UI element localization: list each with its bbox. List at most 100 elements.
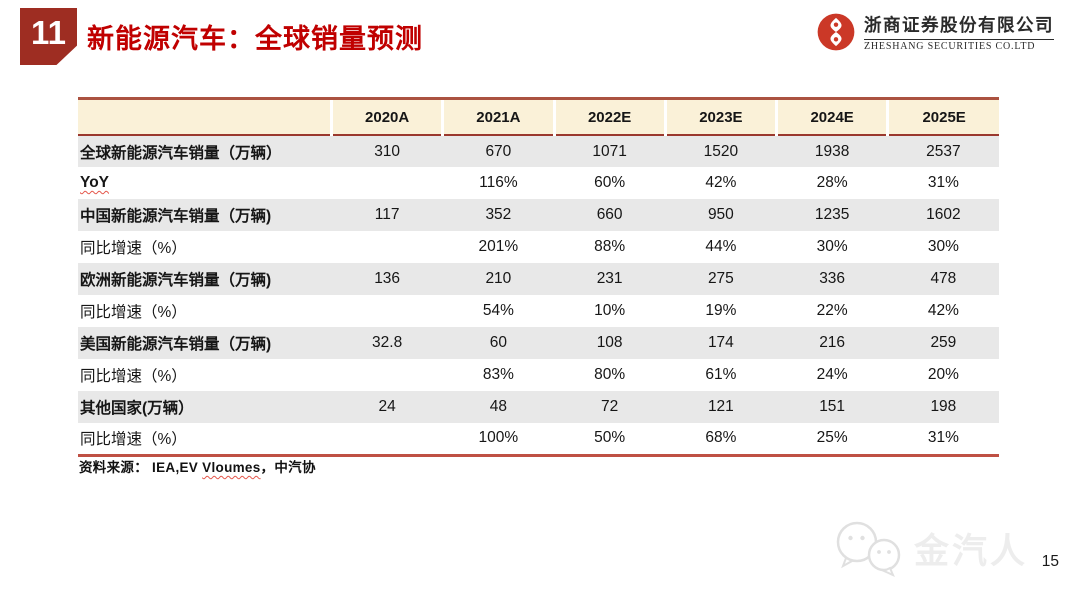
table-cell: 478 [930,270,957,287]
column-header: 2024E [774,97,888,136]
table-cell: 216 [819,334,846,351]
table-cell [332,359,443,391]
table-header-row: 2020A 2021A 2022E 2023E 2024E 2025E [78,97,999,136]
source-wavy-word: Vloumes [202,460,261,475]
table-cell: 1938 [814,142,850,160]
table-row: 同比增速（%） 100% 50% 68% 25% 31% [78,423,999,457]
table-row: 同比增速（%） 83% 80% 61% 24% 20% [78,359,999,391]
table-row: 其他国家(万辆） 24 48 72 121 151 198 [78,391,999,423]
table-cell [332,231,443,263]
table-cell: 336 [819,270,846,287]
row-label: 中国新能源汽车销量（万辆) [80,208,272,225]
table-cell: 50% [554,423,666,457]
table-cell: 20% [927,366,959,383]
table-cell: 1071 [592,142,627,160]
table-cell: 670 [485,142,512,160]
table-cell: 100% [442,423,554,457]
table-cell: 19% [705,302,737,319]
source-prefix: 资料来源： IEA,EV [79,460,203,475]
table-cell [332,167,443,199]
table-cell: 660 [596,206,623,223]
table-cell: 10% [594,302,626,319]
watermark-text: 金汽人 [913,531,1028,571]
table-cell: 28% [816,174,848,191]
table-row: 同比增速（%） 54% 10% 19% 22% 42% [78,295,999,327]
table-cell: 42% [705,174,737,191]
table-cell: 1602 [926,206,961,223]
company-logo: 浙商证券股份有限公司 ZHESHANG SECURITIES CO.LTD [815,11,1054,53]
table-cell: 352 [485,206,512,223]
table-cell: 108 [596,334,623,351]
wechat-icon [836,521,901,577]
column-header: 2021A [441,97,554,136]
table-cell: 151 [819,398,846,415]
table-cell [332,295,443,327]
table-cell: 198 [930,398,957,415]
table-cell: 24 [378,398,396,415]
table-cell: 201% [478,238,519,255]
table-cell: 2537 [926,142,961,160]
table-cell: 116% [479,174,518,191]
row-label: 同比增速（%） [80,304,187,321]
table-cell: 48 [489,398,507,415]
column-header: 2025E [886,97,999,136]
table-cell: 61% [705,366,737,383]
table-cell: 60% [594,174,626,191]
row-label: 美国新能源汽车销量（万辆) [80,336,272,353]
slide-number: 11 [31,14,66,51]
table-cell: 174 [707,334,734,351]
row-label: 全球新能源汽车销量（万辆） [80,144,282,162]
table-cell: 117 [374,206,400,223]
table-cell: 950 [707,206,734,223]
table-row: 同比增速（%） 201% 88% 44% 30% 30% [78,231,999,263]
table-row: 全球新能源汽车销量（万辆） 310 670 1071 1520 1938 2537 [78,135,999,167]
table-cell: 275 [707,270,734,287]
table-cell: 24% [816,366,848,383]
sales-forecast-table: 2020A 2021A 2022E 2023E 2024E 2025E 全球新能源汽车销量… [78,97,999,457]
row-label: 其他国家(万辆） [80,400,194,417]
table-row: YoY 116% 60% 42% 28% 31% [78,167,999,199]
table-cell: 88% [594,238,626,255]
table-cell: 31% [887,423,999,457]
table-row: 中国新能源汽车销量（万辆) 117 352 660 950 1235 1602 [78,199,999,231]
table-cell: 80% [594,366,626,383]
table-cell: 44% [705,238,737,255]
table-cell: 54% [482,302,514,319]
watermark: 金汽人 [832,518,1028,578]
table-cell: 31% [927,174,959,191]
page-number: 15 [1041,553,1059,570]
row-label: 同比增速（%） [80,368,187,385]
slide-number-badge: 11 [20,8,77,65]
table-cell: 121 [707,398,734,415]
table-row: 美国新能源汽车销量（万辆) 32.8 60 108 174 216 259 [78,327,999,359]
row-label: 欧洲新能源汽车销量（万辆) [80,272,272,289]
table-cell: 60 [489,334,507,351]
company-name-block: 浙商证券股份有限公司 ZHESHANG SECURITIES CO.LTD [864,12,1054,52]
data-source-note: 资料来源： IEA,EV Vloumes，中汽协 [79,456,316,476]
table-cell: 68% [665,423,777,457]
table-cell [331,423,443,457]
table-cell: 22% [816,302,848,319]
table-cell: 1235 [814,206,850,223]
row-label: 同比增速（%） [80,240,187,257]
table-cell: 25% [776,423,888,457]
column-header: 2023E [663,97,777,136]
table-cell: 32.8 [372,334,403,351]
table-cell: 210 [485,270,512,287]
company-name-en: ZHESHANG SECURITIES CO.LTD [864,39,1054,52]
table-cell: 310 [374,142,401,160]
table-cell: 30% [816,238,848,255]
table-row: 欧洲新能源汽车销量（万辆) 136 210 231 275 336 478 [78,263,999,295]
table-cell: 42% [927,302,959,319]
table-cell: 83% [482,366,514,383]
column-header: 2022E [552,97,666,136]
page-title: 新能源汽车：全球销量预测 [87,24,423,54]
table-cell: 1520 [703,142,739,160]
table-cell: 72 [601,398,619,415]
column-header: 2020A [329,97,443,136]
table-cell: 231 [596,270,623,287]
row-label: YoY [80,174,109,191]
row-label: 同比增速（%） [78,423,332,457]
table-cell: 30% [927,238,959,255]
table-cell: 136 [374,270,401,287]
